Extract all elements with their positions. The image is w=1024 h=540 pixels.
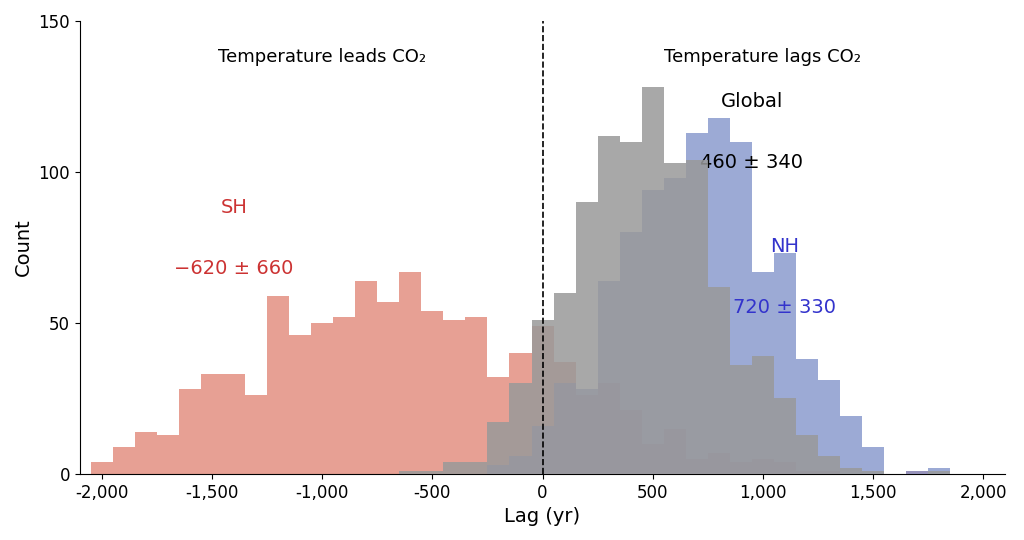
- Bar: [862, 471, 884, 474]
- Bar: [554, 383, 575, 474]
- Bar: [664, 178, 686, 474]
- Bar: [774, 462, 796, 474]
- Bar: [752, 356, 774, 474]
- Bar: [862, 447, 884, 474]
- Bar: [620, 410, 642, 474]
- Bar: [575, 395, 598, 474]
- Bar: [333, 317, 355, 474]
- Bar: [840, 416, 862, 474]
- Text: Temperature leads CO₂: Temperature leads CO₂: [218, 48, 426, 66]
- Bar: [598, 383, 620, 474]
- Bar: [818, 380, 840, 474]
- Bar: [575, 389, 598, 474]
- Bar: [554, 362, 575, 474]
- Bar: [157, 435, 179, 474]
- Bar: [928, 468, 950, 474]
- Bar: [840, 468, 862, 474]
- Bar: [642, 87, 664, 474]
- Bar: [752, 459, 774, 474]
- Bar: [730, 365, 752, 474]
- Bar: [928, 471, 950, 474]
- Bar: [686, 160, 708, 474]
- Bar: [818, 456, 840, 474]
- Bar: [289, 335, 311, 474]
- Text: NH: NH: [770, 238, 800, 256]
- Bar: [598, 281, 620, 474]
- Bar: [796, 435, 818, 474]
- X-axis label: Lag (yr): Lag (yr): [505, 507, 581, 526]
- Bar: [377, 302, 399, 474]
- Bar: [664, 163, 686, 474]
- Text: 460 ± 340: 460 ± 340: [700, 153, 804, 172]
- Bar: [465, 317, 487, 474]
- Bar: [730, 141, 752, 474]
- Bar: [686, 459, 708, 474]
- Bar: [443, 320, 465, 474]
- Text: SH: SH: [220, 198, 248, 217]
- Bar: [554, 293, 575, 474]
- Bar: [796, 359, 818, 474]
- Bar: [686, 133, 708, 474]
- Bar: [531, 326, 554, 474]
- Bar: [311, 323, 333, 474]
- Bar: [355, 281, 377, 474]
- Bar: [752, 272, 774, 474]
- Bar: [796, 471, 818, 474]
- Bar: [774, 399, 796, 474]
- Bar: [620, 141, 642, 474]
- Text: Global: Global: [721, 92, 783, 111]
- Bar: [642, 444, 664, 474]
- Bar: [201, 374, 223, 474]
- Bar: [510, 456, 531, 474]
- Bar: [399, 272, 421, 474]
- Bar: [223, 374, 245, 474]
- Bar: [267, 296, 289, 474]
- Bar: [708, 118, 730, 474]
- Text: Temperature lags CO₂: Temperature lags CO₂: [665, 48, 861, 66]
- Bar: [487, 422, 510, 474]
- Bar: [510, 353, 531, 474]
- Bar: [245, 395, 267, 474]
- Bar: [487, 377, 510, 474]
- Bar: [708, 453, 730, 474]
- Bar: [642, 190, 664, 474]
- Bar: [531, 426, 554, 474]
- Bar: [399, 471, 421, 474]
- Bar: [443, 462, 465, 474]
- Bar: [113, 447, 135, 474]
- Bar: [575, 202, 598, 474]
- Bar: [598, 136, 620, 474]
- Bar: [906, 471, 928, 474]
- Bar: [421, 471, 443, 474]
- Bar: [664, 429, 686, 474]
- Text: −620 ± 660: −620 ± 660: [174, 259, 294, 278]
- Bar: [487, 465, 510, 474]
- Bar: [421, 311, 443, 474]
- Bar: [730, 462, 752, 474]
- Bar: [620, 232, 642, 474]
- Text: 720 ± 330: 720 ± 330: [733, 298, 837, 317]
- Bar: [906, 471, 928, 474]
- Bar: [510, 383, 531, 474]
- Y-axis label: Count: Count: [14, 219, 33, 276]
- Bar: [135, 431, 157, 474]
- Bar: [774, 253, 796, 474]
- Bar: [465, 462, 487, 474]
- Bar: [818, 471, 840, 474]
- Bar: [179, 389, 201, 474]
- Bar: [91, 462, 113, 474]
- Bar: [708, 287, 730, 474]
- Bar: [531, 320, 554, 474]
